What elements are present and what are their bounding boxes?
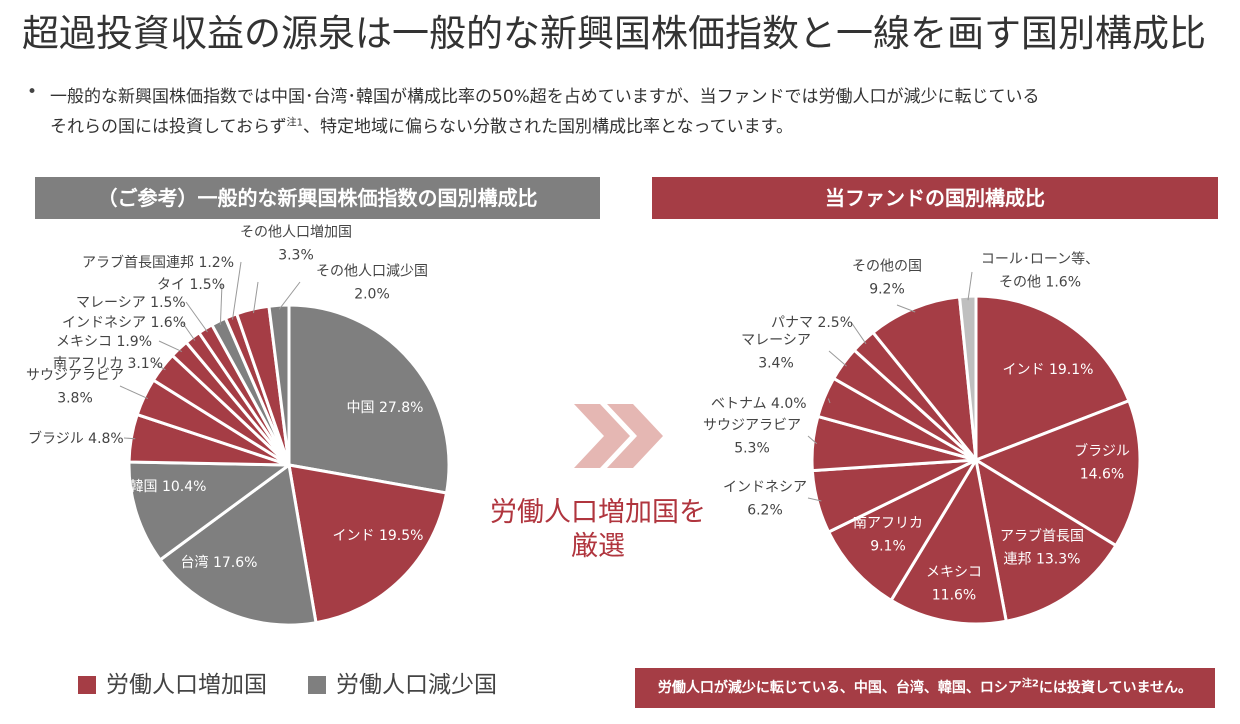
fund-label-3-0: メキシコ — [926, 565, 982, 581]
benchmark-label-5-1: 3.8% — [57, 391, 93, 407]
fund-label-6-1: 5.3% — [734, 441, 770, 457]
fund-label-7-0: ベトナム 4.0% — [711, 396, 807, 412]
benchmark-slice-3 — [127, 460, 291, 562]
double-chevron-arrow-icon — [574, 404, 663, 468]
fund-label-5-1: 6.2% — [747, 503, 783, 519]
benchmark-slice-0 — [287, 303, 451, 495]
fund-slice-3 — [889, 458, 1008, 626]
benchmark-leader-line-7 — [158, 340, 183, 353]
benchmark-leader-line-6 — [153, 362, 166, 371]
fund-note-part2: には投資していません。 — [1038, 680, 1193, 696]
benchmark-leader-line-10 — [219, 283, 223, 325]
bullet-text-line2-part1: それらの国には投資しておらず — [50, 117, 287, 137]
fund-note-banner: 労働人口が減少に転じている、中国、台湾、韓国、ロシア注2には投資していません。 — [635, 668, 1215, 708]
fund-leader-line-11 — [967, 271, 973, 301]
fund-label-6-0: サウジアラビア — [703, 418, 801, 434]
benchmark-label-9-0: マレーシア 1.5% — [76, 295, 186, 311]
fund-slice-4 — [827, 458, 978, 602]
benchmark-label-12-0: その他人口増加国 — [240, 225, 352, 241]
benchmark-label-7-0: メキシコ 1.9% — [56, 334, 152, 350]
fund-label-10-0: その他の国 — [852, 259, 922, 275]
benchmark-label-2-0: 台湾 17.6% — [181, 554, 258, 571]
footnote-marker-1: 注1 — [286, 117, 304, 129]
fund-slice-0 — [974, 294, 1131, 462]
benchmark-label-4-0: ブラジル 4.8% — [28, 430, 124, 447]
benchmark-label-8-0: インドネシア 1.6% — [62, 315, 186, 331]
benchmark-slice-13 — [267, 303, 291, 467]
fund-label-11-0: コール･ローン等、 — [981, 251, 1099, 268]
legend-marker-increase — [78, 676, 96, 694]
legend-marker-decrease — [308, 676, 326, 694]
benchmark-pie-chart: 中国 27.8% インド 19.5% 台湾 17.6% 韓国 10.4% ブラジル 4.… — [26, 225, 451, 627]
benchmark-label-12-1: 3.3% — [278, 248, 314, 264]
fund-leader-line-8 — [828, 350, 847, 367]
fund-label-3-1: 11.6% — [932, 588, 976, 604]
benchmark-label-13-1: 2.0% — [354, 287, 390, 303]
fund-label-2-1: 連邦 13.3% — [1004, 552, 1081, 568]
benchmark-label-5-0: サウジアラビア — [26, 368, 124, 384]
fund-label-2-0: アラブ首長国 — [1000, 528, 1084, 545]
benchmark-label-1-0: インド 19.5% — [333, 528, 424, 544]
footnote-marker-2: 注2 — [1021, 678, 1039, 690]
fund-chart-header: 当ファンドの国別構成比 — [652, 177, 1218, 219]
fund-slice-10 — [871, 295, 978, 462]
benchmark-label-11-0: アラブ首長国連邦 1.2% — [82, 254, 234, 271]
highlight-caption-line1: 労働人口増加国を — [490, 497, 706, 528]
fund-leader-line-9 — [850, 321, 867, 345]
fund-leader-line-7 — [827, 398, 831, 404]
benchmark-chart-header: （ご参考）一般的な新興国株価指数の国別構成比 — [35, 177, 600, 219]
fund-leader-line-10 — [896, 304, 916, 313]
fund-label-8-0: マレーシア — [741, 333, 811, 349]
benchmark-label-0-0: 中国 27.8% — [347, 400, 424, 416]
fund-leader-line-6 — [807, 435, 818, 445]
benchmark-leader-line-9 — [185, 301, 208, 333]
bullet-text-line2-part2: 、特定地域に偏らない分散された国別構成比率となっています。 — [303, 117, 793, 137]
fund-label-1-0: ブラジル — [1074, 443, 1130, 460]
fund-label-8-1: 3.4% — [758, 356, 794, 372]
bullet-text-line2: それらの国には投資しておらず注1、特定地域に偏らない分散された国別構成比率となっ… — [50, 112, 793, 137]
fund-leader-line-5 — [807, 497, 822, 502]
fund-label-9-0: パナマ 2.5% — [771, 315, 853, 331]
bullet-text-line1: 一般的な新興国株価指数では中国･台湾･韓国が構成比率の50%超を占めていますが、… — [50, 87, 1040, 107]
fund-note-part1: 労働人口が減少に転じている、中国、台湾、韓国、ロシア — [657, 680, 1022, 696]
benchmark-label-10-0: タイ 1.5% — [157, 277, 225, 293]
benchmark-leader-line-4 — [123, 437, 136, 440]
legend-label-increase: 労働人口増加国 — [106, 672, 267, 698]
benchmark-slice-1 — [287, 463, 449, 625]
fund-label-1-1: 14.6% — [1080, 467, 1124, 483]
benchmark-slice-2 — [158, 463, 318, 627]
fund-slice-1 — [974, 399, 1142, 548]
benchmark-label-13-0: その他人口減少国 — [316, 263, 428, 280]
fund-label-4-1: 9.1% — [870, 539, 906, 555]
benchmark-leader-line-8 — [181, 321, 196, 341]
page-title: 超過投資収益の源泉は一般的な新興国株価指数と一線を画す国別構成比 — [22, 12, 1206, 55]
benchmark-leader-line-12 — [253, 281, 259, 314]
fund-label-11-1: その他 1.6% — [999, 275, 1081, 291]
legend-label-decrease: 労働人口減少国 — [336, 672, 497, 698]
benchmark-label-6-0: 南アフリカ 3.1% — [53, 356, 163, 372]
benchmark-leader-line-5 — [119, 385, 149, 400]
fund-pie-chart: インド 19.1% ブラジル 14.6% アラブ首長国連邦 13.3% メキシコ 11.6… — [703, 251, 1142, 626]
fund-slice-2 — [974, 458, 1118, 623]
fund-label-0-0: インド 19.1% — [1003, 362, 1094, 378]
highlight-caption: 労働人口増加国を 厳選 — [480, 496, 716, 564]
fund-label-5-0: インドネシア — [723, 480, 807, 496]
fund-label-10-1: 9.2% — [869, 282, 905, 298]
chevron-right-icon — [574, 404, 630, 468]
benchmark-leader-line-11 — [232, 261, 242, 320]
chevron-right-icon — [607, 404, 663, 468]
highlight-caption-line2: 厳選 — [571, 531, 625, 562]
benchmark-label-3-0: 韓国 10.4% — [130, 479, 207, 495]
benchmark-leader-line-13 — [278, 281, 301, 310]
bullet-marker: • — [27, 82, 38, 102]
fund-label-4-0: 南アフリカ — [853, 516, 923, 532]
fund-slice-11 — [958, 294, 978, 462]
